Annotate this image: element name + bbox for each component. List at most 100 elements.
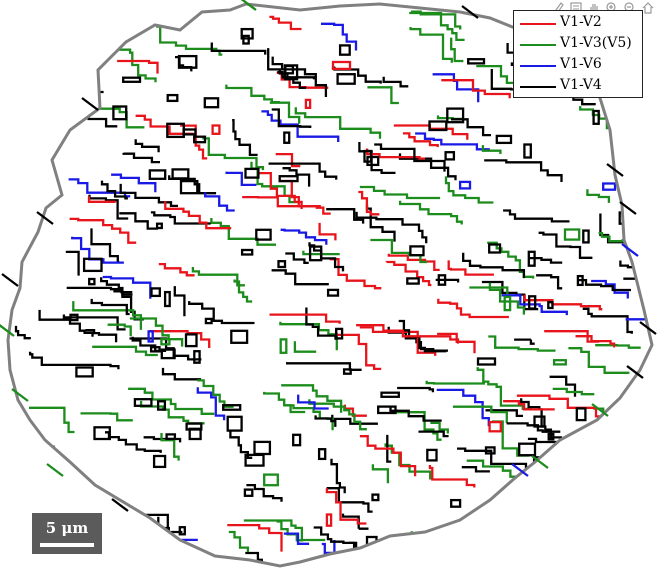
grain-boundary-segment [92,347,158,355]
grain-boundary-segment [67,288,133,292]
grain-loop [284,133,289,143]
grain-loop [243,36,248,44]
legend: V1-V2 V1-V3(V5) V1-V6 V1-V4 [513,10,643,98]
grain-boundary-segment [81,413,133,420]
grain-boundary-segment [595,345,641,348]
boundary-tick [12,389,28,401]
grain-loop [55,50,61,60]
grain-boundary-segment [283,168,310,186]
grain-boundary-segment [640,144,660,160]
grain-boundary-segment [639,149,660,157]
grain-loop [103,26,113,35]
grain-loop [583,231,588,243]
grain-boundary-segment [205,192,235,210]
grain-boundary-segment [620,261,656,279]
grain-boundary-segment [577,567,660,576]
grain-loop [293,435,300,445]
grain-boundary-segment [136,139,159,152]
grain-boundary-segment [175,57,191,71]
grain-loop [529,296,535,308]
grain-boundary-segment [279,181,331,214]
grain-boundary-segment [159,264,195,275]
grain-loop [194,351,199,363]
grain-boundary-segment [623,279,656,282]
grain-boundary-segment [384,77,409,87]
grain-boundary-segment [130,319,182,347]
grain-loop [484,535,491,540]
grain-boundary-segment [412,531,465,559]
grain-boundary-segment [553,389,595,394]
grain-loop [135,399,152,406]
grain-boundary-segment [30,479,74,486]
grain-boundary-segment [483,145,501,154]
legend-swatch [520,65,556,67]
grain-boundary-segment [583,309,632,334]
legend-swatch [520,23,556,25]
grain-boundary-segment [268,48,306,88]
grain-boundary-segment [33,80,104,92]
grain-loop [373,495,379,501]
grain-boundary-segment [129,529,166,557]
grain-loop [338,74,355,84]
grain-boundary-segment [358,192,379,214]
grain-boundary-segment [492,422,530,456]
grain-boundary-segment [437,390,489,426]
grain-loop [264,475,278,486]
grain-loop [566,439,579,452]
boundary-tick [47,464,63,476]
grain-loop [205,98,218,107]
grain-boundary-segment [102,181,128,199]
grain-loop [478,359,495,365]
scale-bar: 5 μm [32,513,102,554]
grain-loop [382,393,399,397]
grain-loop [255,442,270,454]
grain-boundary-segment [105,432,161,453]
grain-boundary-segment [40,310,93,337]
grain-loop [132,554,138,566]
grain-boundary-segment [23,418,54,461]
grain-boundary-segment [397,409,442,439]
grain-loop [167,434,175,439]
grain-boundary-segment [360,187,440,198]
grain-loop [168,95,178,101]
grain-boundary-segment [462,467,490,471]
grain-boundary-segment [121,184,178,206]
grain-loop [594,111,599,124]
grain-loop [89,279,94,284]
grain-loop [279,261,286,267]
grain-boundary-segment [320,223,336,241]
grain-loop [577,408,586,420]
grain-boundary-segment [16,326,31,338]
grain-boundary-segment [124,153,160,162]
grain-loop [407,278,418,283]
grain-loop [152,288,160,296]
grain-boundary-segment [343,514,369,529]
grain-loop [74,556,91,568]
grain-loop [327,515,331,526]
grain-boundary-segment [229,532,248,552]
grain-boundary-segment [66,252,79,276]
grain-loop [306,100,310,108]
grain-loop [565,230,579,240]
grain-loop [151,554,166,563]
grain-boundary-segment [332,68,381,84]
grain-boundary-segment [30,352,118,370]
grain-loop [519,444,535,456]
grain-boundary-segment [373,464,388,483]
grain-boundary-segment [331,258,382,288]
grain-boundary-segment [596,495,643,513]
grain-loop [173,169,189,178]
grain-boundary-segment [189,301,254,323]
grain-boundary-segment [430,465,474,488]
grain-boundary-segment [411,27,452,63]
grain-boundary-segment [367,87,399,103]
grain-loop [149,331,153,341]
grain-boundary-segment [198,387,224,420]
grain-boundary-segment [51,69,87,80]
grain-loop [184,130,196,135]
legend-entry-v1-v2: V1-V2 [514,13,642,34]
grain-boundary-segment [327,488,367,523]
grain-boundary-segment [449,534,477,555]
grain-loop [123,78,140,82]
grain-boundary-segment [433,74,479,102]
